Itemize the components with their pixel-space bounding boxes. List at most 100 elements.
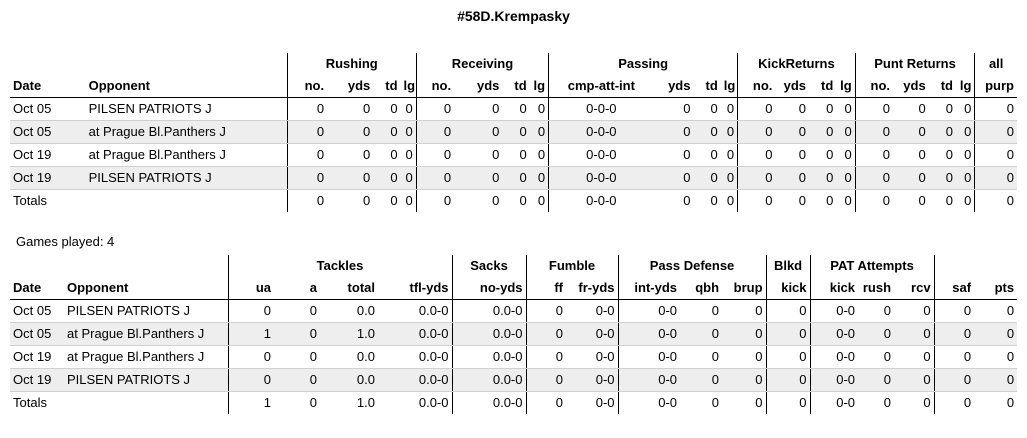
stat-cell: 0 bbox=[836, 166, 856, 190]
column-header: td bbox=[373, 75, 401, 98]
stat-cell: 0 bbox=[882, 193, 891, 208]
table-row: Oct 05 at Prague Bl.Panthers J 1 0 1.0 0.0-0 0… bbox=[10, 322, 1018, 346]
stat-cell: 0 bbox=[737, 143, 776, 167]
stat-cell: 0 bbox=[287, 143, 328, 167]
stat-cell: 0 bbox=[1006, 395, 1015, 410]
stat-cell: 0 bbox=[720, 97, 739, 121]
stat-cell: 0-0-0 bbox=[548, 97, 654, 121]
stat-cell: 0 bbox=[710, 193, 718, 208]
stat-cell: 0 bbox=[400, 97, 417, 121]
stat-cell: 0 bbox=[443, 193, 452, 208]
column-header: Opponent bbox=[64, 277, 229, 300]
stat-cell: 0 bbox=[680, 322, 723, 346]
stat-cell: 0 bbox=[529, 143, 550, 167]
stat-cell: 0 bbox=[680, 345, 723, 369]
column-header: rush bbox=[858, 277, 895, 300]
stat-cell: 0 bbox=[454, 120, 503, 144]
table-row: Oct 19 at Prague Bl.Panthers J 0 0 0.0 0.0-0 0… bbox=[10, 345, 1018, 369]
stat-cell: 0 bbox=[855, 166, 894, 190]
stat-cell: 0 bbox=[928, 143, 956, 167]
stat-cell: 0 bbox=[711, 395, 720, 410]
table-row: Oct 05 PILSEN PATRIOTS J 0 0 0.0 0.0-0 0.0-0 0 0… bbox=[10, 299, 1018, 323]
stat-cell: 0-0 bbox=[618, 322, 681, 346]
date-cell: Oct 05 bbox=[10, 97, 86, 121]
opponent-cell: at Prague Bl.Panthers J bbox=[64, 345, 229, 369]
stat-cell: 0 bbox=[274, 322, 320, 346]
stat-cell: 0 bbox=[274, 299, 320, 323]
column-header: cmp-att-int bbox=[548, 75, 654, 98]
stat-cell: 0 bbox=[858, 299, 895, 323]
stat-cell: 0 bbox=[883, 395, 892, 410]
stat-cell: 0 bbox=[720, 166, 739, 190]
table-row: Oct 19 PILSEN PATRIOTS J 0 0 0.0 0.0-0 0.0-0 0 0… bbox=[10, 368, 1018, 392]
stat-cell: 0 bbox=[400, 166, 417, 190]
group-header-sacks: Sacks bbox=[452, 255, 527, 277]
stat-cell: 0 bbox=[766, 368, 811, 392]
stat-cell: 0 bbox=[529, 189, 550, 212]
column-header: lg bbox=[836, 75, 856, 98]
column-header: no-yds bbox=[452, 277, 527, 300]
stat-cell: 0 bbox=[680, 368, 723, 392]
column-header: lg bbox=[720, 75, 739, 98]
group-header-passing: Passing bbox=[548, 53, 739, 75]
stat-cell: 0 bbox=[720, 143, 739, 167]
defense-stats-table: Tackles Sacks Fumble Pass Defense Blkd P… bbox=[10, 255, 1018, 414]
stat-cell: 0.0 bbox=[320, 368, 378, 392]
stat-cell: 0 bbox=[894, 368, 935, 392]
stat-cell: 0 bbox=[737, 97, 776, 121]
page-title: #58D.Krempasky bbox=[457, 8, 570, 24]
stat-cell: 0 bbox=[327, 166, 374, 190]
stat-cell: 0 bbox=[836, 120, 856, 144]
opponent-cell: PILSEN PATRIOTS J bbox=[85, 166, 288, 190]
column-header: ua bbox=[228, 277, 274, 300]
stat-cell: 0 bbox=[416, 166, 455, 190]
stat-cell: 0 bbox=[720, 189, 739, 212]
stat-cell: 0 bbox=[956, 97, 976, 121]
stat-cell: 0 bbox=[836, 143, 856, 167]
table-row: Oct 05 PILSEN PATRIOTS J 0 0 0 0 0 0 0 0 0-0-0 0 0 0 0… bbox=[10, 97, 1017, 121]
stat-cell: 0 bbox=[945, 193, 953, 208]
stat-cell: 0 bbox=[722, 322, 767, 346]
stat-cell: 0-0 bbox=[836, 395, 856, 410]
stat-cell: 0 bbox=[693, 166, 721, 190]
stat-cell: 0 bbox=[956, 120, 976, 144]
stat-cell: 0 bbox=[836, 97, 856, 121]
stat-cell: 0 bbox=[928, 97, 956, 121]
stat-cell: 0-0 bbox=[810, 299, 859, 323]
column-header: tfl-yds bbox=[378, 277, 453, 300]
stat-cell: 0 bbox=[894, 391, 935, 414]
stat-cell: 0 bbox=[934, 368, 975, 392]
stat-cell: 0 bbox=[775, 120, 810, 144]
date-cell: Totals bbox=[13, 193, 47, 208]
stat-cell: 0 bbox=[722, 368, 767, 392]
column-header: yds bbox=[327, 75, 374, 98]
column-header: purp bbox=[974, 75, 1017, 98]
column-header: yds bbox=[653, 75, 694, 98]
stat-cell: 0-0 bbox=[566, 299, 619, 323]
stat-cell: 0 bbox=[502, 120, 530, 144]
stat-cell: 0 bbox=[363, 193, 371, 208]
stat-cell: 0 bbox=[974, 166, 1017, 190]
stat-cell: 0 bbox=[653, 166, 694, 190]
stat-cell: 0 bbox=[327, 143, 374, 167]
stat-cell: 0-0 bbox=[618, 345, 681, 369]
stat-cell: 0 bbox=[529, 120, 550, 144]
stat-cell: 0 bbox=[722, 345, 767, 369]
offense-body: Oct 05 PILSEN PATRIOTS J 0 0 0 0 0 0 0 0 0-0-0 0 0 0 0… bbox=[10, 97, 1017, 212]
opponent-cell: at Prague Bl.Panthers J bbox=[85, 143, 288, 167]
stat-cell: 0 bbox=[974, 120, 1017, 144]
stat-cell: 0 bbox=[855, 120, 894, 144]
column-header: lg bbox=[400, 75, 417, 98]
offense-stats-table: Rushing Receiving Passing KickReturns Pu… bbox=[10, 53, 1017, 212]
stat-cell: 0 bbox=[858, 345, 895, 369]
stat-cell: 0-0 bbox=[810, 322, 859, 346]
stat-cell: 0 bbox=[765, 193, 773, 208]
column-header: total bbox=[320, 277, 378, 300]
stat-cell: 0.0-0 bbox=[452, 299, 527, 323]
group-header-receiving: Receiving bbox=[416, 53, 550, 75]
totals-row: Totals 0 0 0 0 0 0 0 0 0-0-0 0 0 0 0 0 0 0 0 0 0 0 0 bbox=[10, 189, 1017, 212]
stat-cell: 0 bbox=[974, 368, 1018, 392]
stat-cell: 1.0 bbox=[356, 395, 375, 410]
stat-cell: 0 bbox=[519, 193, 527, 208]
date-cell: Oct 05 bbox=[10, 120, 86, 144]
